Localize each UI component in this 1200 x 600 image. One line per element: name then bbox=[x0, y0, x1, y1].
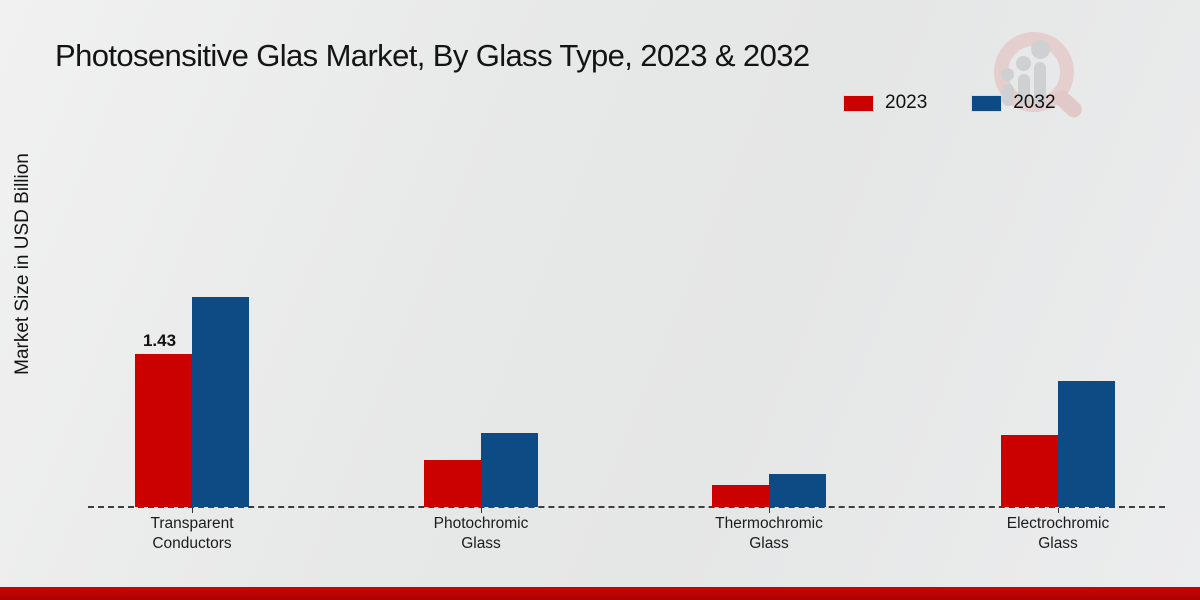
category-tick bbox=[769, 508, 770, 513]
legend-label: 2023 bbox=[885, 92, 928, 113]
bar-value-label: 1.43 bbox=[142, 331, 177, 350]
category-label-transparent: Transparent Conductors bbox=[150, 515, 234, 552]
legend-swatch-2032 bbox=[971, 94, 1003, 112]
category-label-thermochromic: Thermochromic Glass bbox=[715, 515, 823, 552]
legend-swatch-2023 bbox=[843, 94, 874, 112]
logo-dot-icon bbox=[1001, 68, 1014, 81]
legend-label: 2032 bbox=[1013, 92, 1056, 113]
bar-2032-transparent bbox=[192, 297, 249, 507]
x-axis-baseline bbox=[88, 506, 1165, 508]
bar-2032-thermochromic bbox=[769, 474, 826, 507]
logo-dot-icon bbox=[1016, 56, 1031, 71]
category-tick bbox=[481, 508, 482, 513]
category-label-electrochromic: Electrochromic Glass bbox=[1006, 515, 1110, 552]
category-label-photochromic: Photochromic Glass bbox=[433, 515, 529, 552]
brand-watermark-logo bbox=[986, 22, 1086, 122]
legend: 2023 2032 bbox=[843, 92, 1056, 114]
logo-dot-icon bbox=[1031, 40, 1050, 59]
logo-bar-icon bbox=[1002, 84, 1014, 106]
category-tick bbox=[1058, 508, 1059, 513]
footer-accent-bar bbox=[0, 587, 1200, 600]
legend-item-2023: 2023 bbox=[843, 92, 927, 114]
bar-2023-transparent bbox=[135, 354, 192, 507]
bar-2023-photochromic bbox=[424, 460, 481, 507]
category-tick bbox=[192, 508, 193, 513]
page-title: Photosensitive Glas Market, By Glass Typ… bbox=[55, 38, 810, 73]
bar-2023-electrochromic bbox=[1001, 435, 1058, 507]
bar-2032-electrochromic bbox=[1058, 381, 1115, 507]
logo-bar-icon bbox=[1034, 62, 1046, 106]
legend-item-2032: 2032 bbox=[971, 92, 1056, 114]
logo-bar-icon bbox=[1018, 74, 1030, 106]
bar-2032-photochromic bbox=[481, 433, 538, 507]
bar-2023-thermochromic bbox=[712, 485, 769, 507]
